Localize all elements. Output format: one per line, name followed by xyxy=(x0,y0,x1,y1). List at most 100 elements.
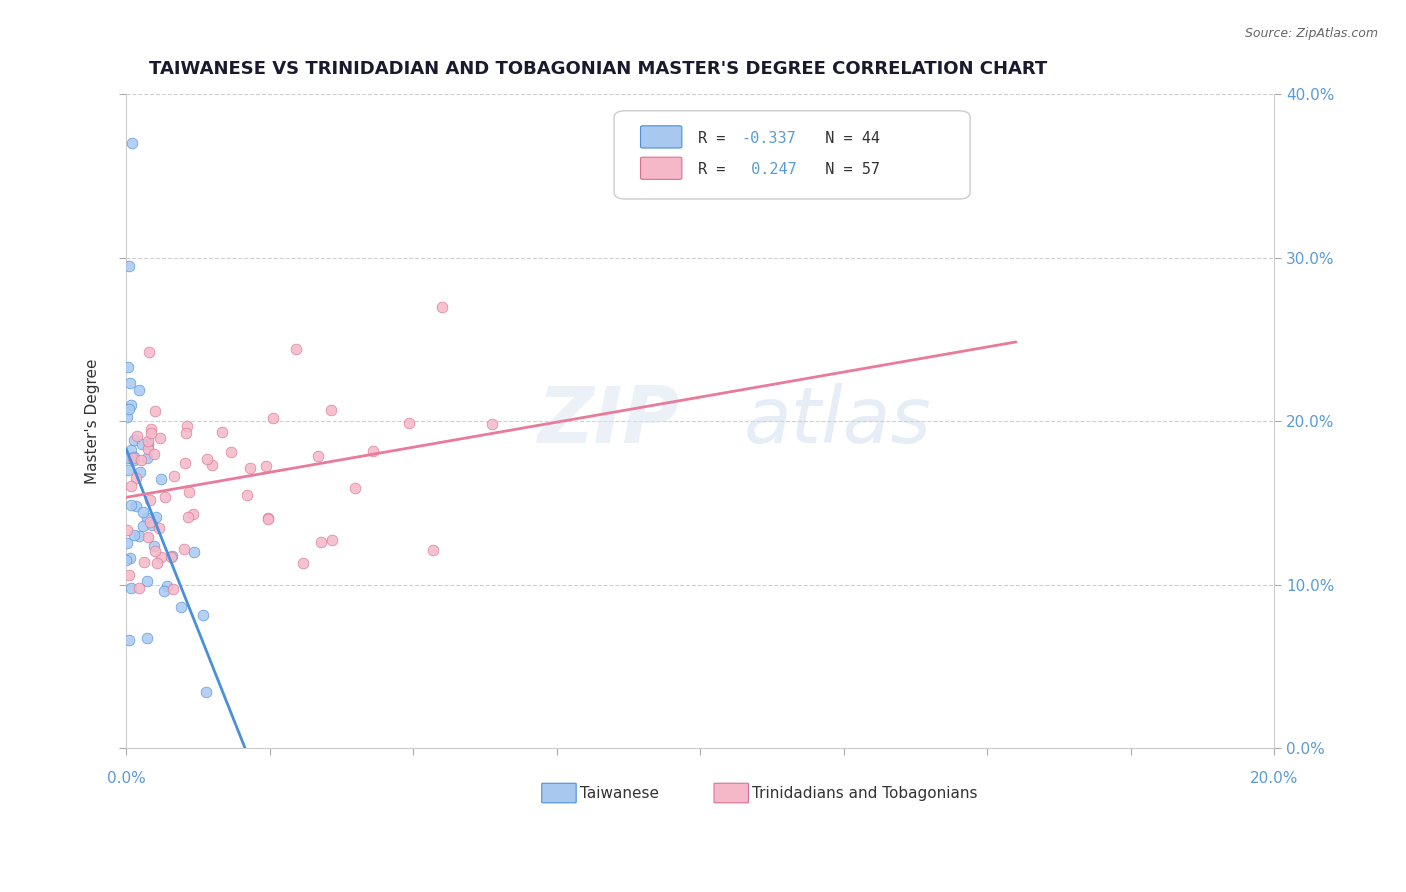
Point xyxy=(321,533,343,548)
Text: 20.0%: 20.0% xyxy=(1250,771,1299,786)
Point xyxy=(139,425,162,440)
Point xyxy=(120,581,142,595)
Point xyxy=(143,447,166,461)
Point xyxy=(146,556,169,570)
Point xyxy=(149,431,172,445)
Point xyxy=(118,450,141,465)
Point xyxy=(115,553,138,567)
Text: Source: ZipAtlas.com: Source: ZipAtlas.com xyxy=(1244,27,1378,40)
Point xyxy=(121,136,143,151)
Point xyxy=(174,425,197,440)
Point xyxy=(120,443,142,458)
Point xyxy=(153,583,176,598)
Point xyxy=(129,452,152,467)
Point xyxy=(201,458,224,473)
Point xyxy=(219,445,242,459)
Point xyxy=(176,509,198,524)
FancyBboxPatch shape xyxy=(614,111,970,199)
Point xyxy=(183,545,205,559)
Point xyxy=(117,359,139,374)
Point xyxy=(176,418,198,433)
Point xyxy=(117,463,139,477)
Point xyxy=(145,510,167,524)
Point xyxy=(195,685,218,699)
Text: R =: R = xyxy=(697,131,734,145)
Point xyxy=(136,434,159,448)
Text: -0.337: -0.337 xyxy=(741,131,796,145)
Point xyxy=(136,510,159,524)
Point xyxy=(195,452,218,467)
Point xyxy=(430,300,453,314)
Point xyxy=(128,581,150,595)
Point xyxy=(138,345,160,359)
Point xyxy=(122,450,145,465)
Point xyxy=(124,452,146,467)
Point xyxy=(422,543,444,558)
Text: ZIP: ZIP xyxy=(537,384,679,459)
Point xyxy=(118,402,141,417)
Point xyxy=(257,512,280,526)
Text: TAIWANESE VS TRINIDADIAN AND TOBAGONIAN MASTER'S DEGREE CORRELATION CHART: TAIWANESE VS TRINIDADIAN AND TOBAGONIAN … xyxy=(149,60,1047,78)
Point xyxy=(132,555,155,569)
Point xyxy=(148,521,170,535)
Point xyxy=(139,516,162,530)
Point xyxy=(118,259,141,273)
Point xyxy=(211,425,233,440)
FancyBboxPatch shape xyxy=(641,157,682,179)
Point xyxy=(319,403,342,417)
Point xyxy=(122,528,145,542)
Text: 0.0%: 0.0% xyxy=(107,771,145,786)
Point xyxy=(136,442,159,457)
Point xyxy=(131,437,153,451)
Point xyxy=(128,529,150,543)
Point xyxy=(254,459,277,474)
Point xyxy=(398,416,420,430)
Point xyxy=(115,451,138,466)
Point xyxy=(125,428,148,442)
Point xyxy=(153,490,176,504)
Point xyxy=(160,549,183,564)
Point xyxy=(115,535,138,549)
Point xyxy=(257,510,280,524)
Point xyxy=(177,484,200,499)
Point xyxy=(173,542,195,557)
Point xyxy=(136,450,159,465)
Point xyxy=(124,450,146,465)
Point xyxy=(143,539,166,553)
Point xyxy=(117,409,139,424)
Point xyxy=(118,568,141,582)
Point xyxy=(136,631,159,645)
Point xyxy=(136,437,159,451)
Text: Taiwanese: Taiwanese xyxy=(579,786,658,801)
Text: 0.247: 0.247 xyxy=(741,162,796,178)
Point xyxy=(262,411,284,425)
Y-axis label: Master's Degree: Master's Degree xyxy=(86,359,100,484)
Point xyxy=(135,574,157,589)
Point xyxy=(150,472,173,486)
Point xyxy=(174,456,197,470)
Point xyxy=(121,399,143,413)
Point xyxy=(307,450,329,464)
Text: atlas: atlas xyxy=(744,384,932,459)
Point xyxy=(120,498,142,512)
Point xyxy=(181,507,204,521)
Point xyxy=(193,607,215,622)
Text: N = 57: N = 57 xyxy=(807,162,880,178)
Point xyxy=(132,519,155,533)
Point xyxy=(122,433,145,447)
Point xyxy=(163,469,186,483)
Point xyxy=(236,487,259,501)
Point xyxy=(160,549,183,563)
Point xyxy=(156,578,179,592)
Point xyxy=(141,517,163,532)
FancyBboxPatch shape xyxy=(641,126,682,148)
FancyBboxPatch shape xyxy=(541,783,576,803)
Point xyxy=(145,403,167,417)
Point xyxy=(162,582,184,596)
Point xyxy=(131,505,153,519)
Point xyxy=(343,481,366,495)
Point xyxy=(115,523,138,537)
FancyBboxPatch shape xyxy=(714,783,748,803)
Point xyxy=(118,550,141,565)
Point xyxy=(125,499,148,513)
